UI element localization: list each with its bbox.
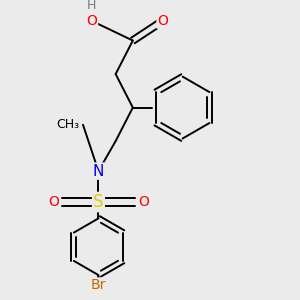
Text: Br: Br: [91, 278, 106, 292]
Text: O: O: [138, 195, 149, 209]
Text: S: S: [93, 193, 104, 211]
Text: H: H: [87, 0, 96, 12]
Text: O: O: [158, 14, 168, 28]
Text: O: O: [48, 195, 59, 209]
Text: O: O: [86, 14, 97, 28]
Text: N: N: [93, 164, 104, 178]
Text: CH₃: CH₃: [56, 118, 80, 131]
